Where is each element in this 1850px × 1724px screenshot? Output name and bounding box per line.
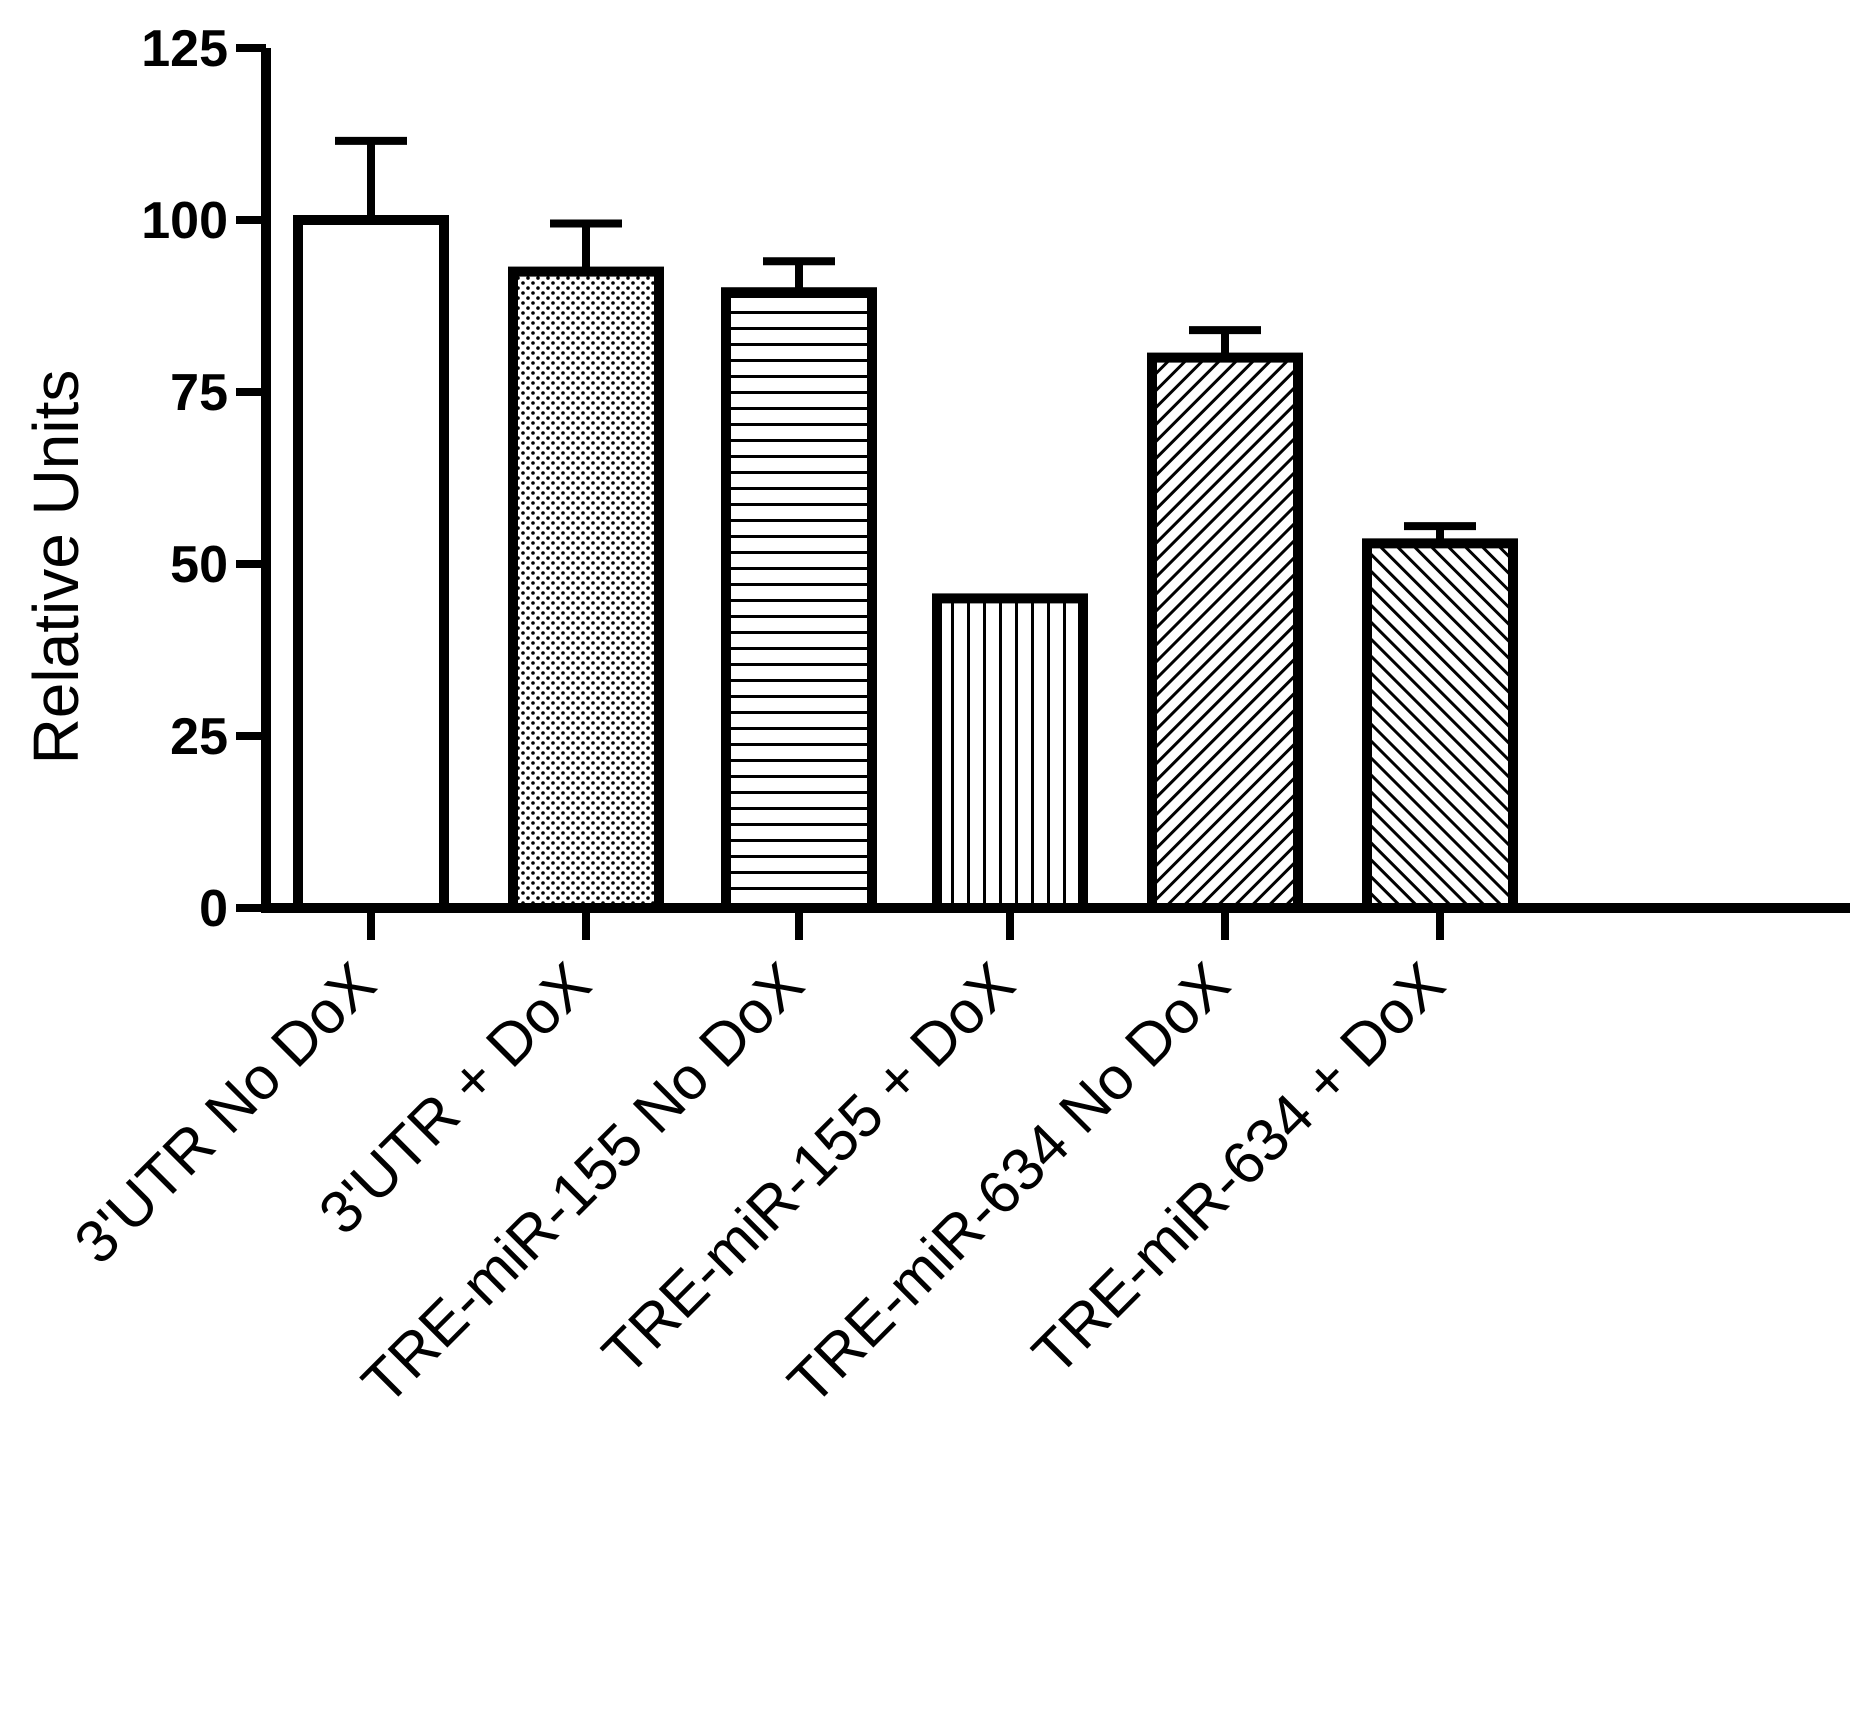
bar-2 [721,287,877,913]
bar-5 [1362,538,1518,913]
x-category-label-3: TRE-miR-155 + DoX [590,950,1028,1388]
y-axis-title: Relative Units [20,370,92,765]
bar-3 [932,593,1088,914]
y-tick-label-50: 50 [170,536,228,594]
y-tick-label-25: 25 [170,708,228,766]
y-tick-label-75: 75 [170,364,228,422]
bar-1 [508,266,664,914]
x-category-label-4: TRE-miR-634 No DoX [775,950,1242,1417]
bar-4 [1147,352,1303,914]
y-tick-label-0: 0 [199,880,228,938]
x-category-label-5: TRE-miR-634 + DoX [1020,950,1458,1388]
y-tick-label-125: 125 [141,20,228,78]
y-tick-label-100: 100 [141,192,228,250]
bar-0 [293,215,449,913]
